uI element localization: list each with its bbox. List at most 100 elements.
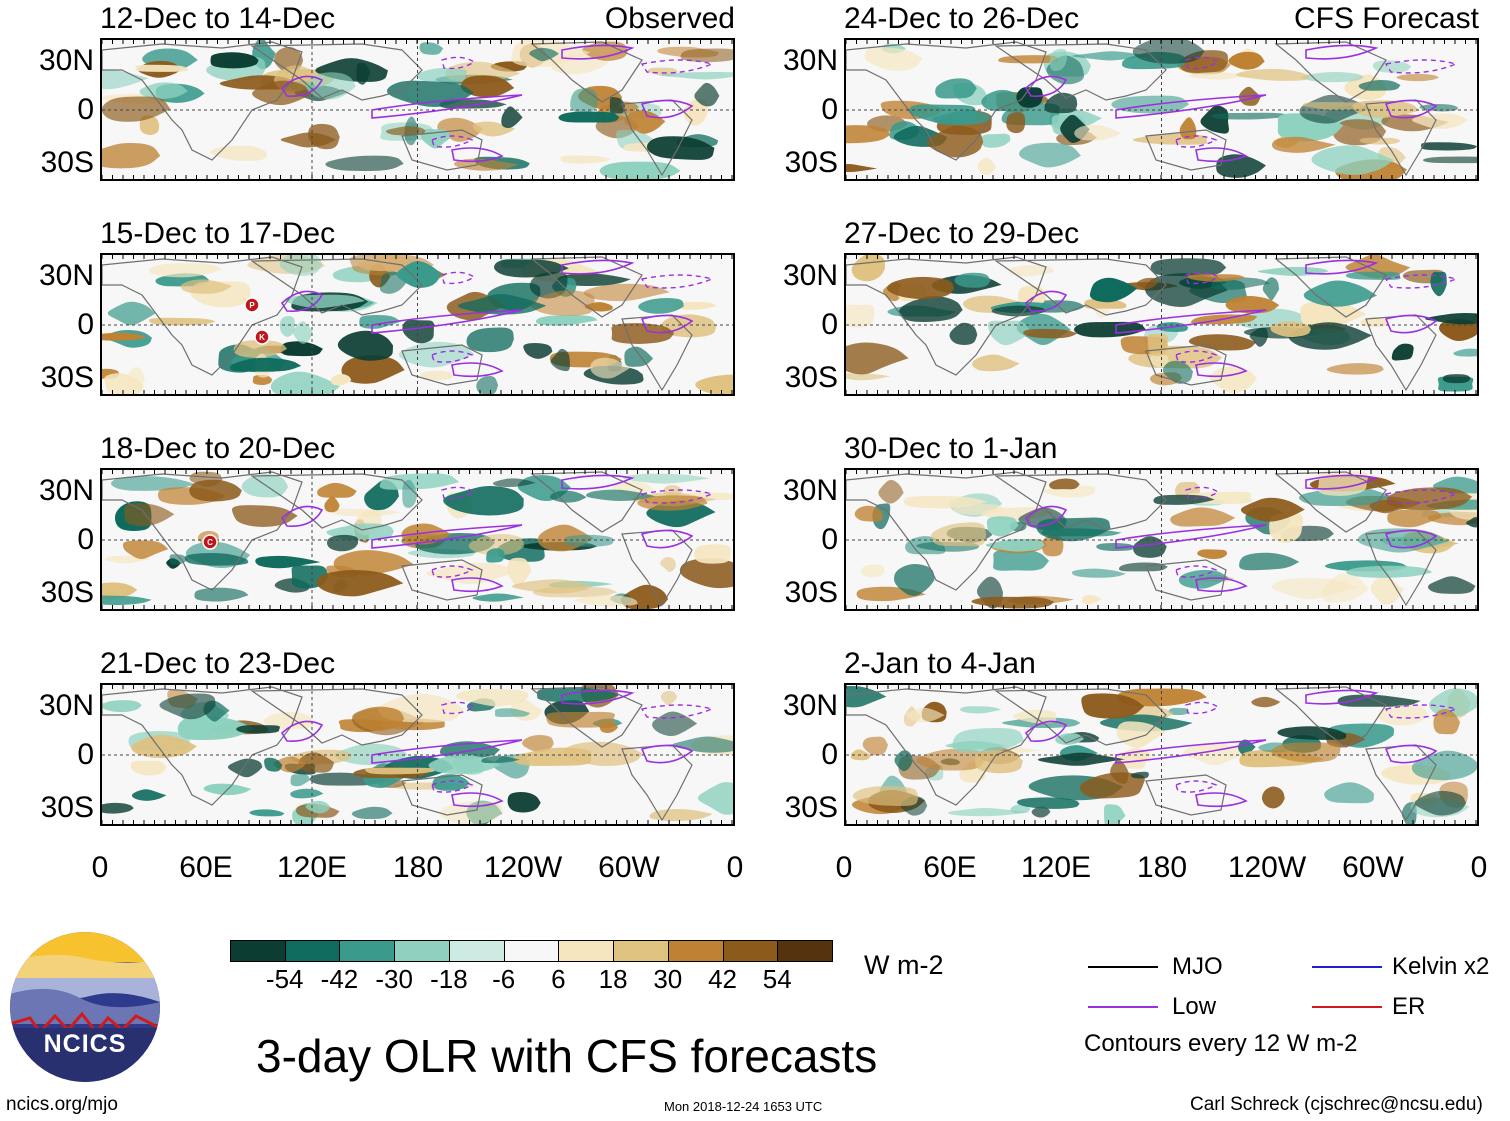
low-contour-dashed xyxy=(1175,565,1218,578)
low-contour xyxy=(371,94,523,119)
lon-label: 60W xyxy=(598,851,660,884)
low-contour xyxy=(451,362,504,378)
olr-negative-anomaly xyxy=(1303,280,1377,307)
lat-label: 0 xyxy=(821,93,838,126)
ncics-logo-art xyxy=(10,932,160,1082)
olr-positive-anomaly xyxy=(385,126,426,136)
lon-label: 120W xyxy=(1227,851,1307,884)
olr-negative-anomaly xyxy=(1016,797,1080,809)
storm-marker-label: P xyxy=(249,301,255,310)
olr-positive-anomaly xyxy=(1377,704,1429,726)
olr-positive-anomaly xyxy=(1081,693,1145,719)
lon-label: 60E xyxy=(923,851,977,884)
low-contour xyxy=(561,259,635,275)
coastline xyxy=(1145,129,1227,171)
low-contour-dashed xyxy=(441,486,476,500)
olr-positive-anomaly xyxy=(210,145,268,161)
olr-positive-anomaly xyxy=(1271,578,1358,600)
colorbar-tick-label: -42 xyxy=(320,964,359,994)
low-contour xyxy=(1195,792,1248,808)
olr-negative-anomaly xyxy=(419,42,444,55)
coastline xyxy=(102,256,303,376)
legend-er-line xyxy=(1312,1006,1382,1008)
olr-positive-anomaly xyxy=(611,323,675,344)
olr-negative-anomaly xyxy=(564,534,614,547)
olr-positive-anomaly xyxy=(102,582,138,600)
olr-map xyxy=(846,40,1477,179)
panel-title: 27-Dec to 29-Dec xyxy=(844,217,1080,250)
olr-negative-anomaly xyxy=(1150,258,1227,277)
olr-negative-anomaly xyxy=(1428,576,1476,594)
olr-negative-anomaly xyxy=(1031,806,1051,818)
olr-positive-anomaly xyxy=(324,496,340,513)
main-title: 3-day OLR with CFS forecasts xyxy=(256,1030,878,1082)
lon-label: 60W xyxy=(1342,851,1404,884)
olr-negative-anomaly xyxy=(270,371,340,394)
lat-label: 30N xyxy=(38,259,94,292)
coastline xyxy=(621,314,693,392)
olr-negative-anomaly xyxy=(1465,517,1477,528)
olr-negative-anomaly xyxy=(981,133,1011,148)
olr-negative-anomaly xyxy=(1346,565,1433,578)
olr-negative-anomaly xyxy=(507,792,541,813)
low-contour xyxy=(1024,75,1068,97)
colorbar-tick-label: 6 xyxy=(551,964,566,994)
olr-positive-anomaly xyxy=(852,786,919,807)
olr-positive-anomaly xyxy=(102,96,171,122)
olr-positive-anomaly xyxy=(1370,575,1404,605)
olr-negative-anomaly xyxy=(351,806,393,820)
low-contour xyxy=(1384,99,1438,119)
olr-map: C xyxy=(102,470,733,609)
low-contour xyxy=(561,689,635,705)
lat-label: 30S xyxy=(784,361,838,394)
low-contour xyxy=(451,147,504,163)
low-contour xyxy=(280,720,324,742)
olr-positive-anomaly xyxy=(1387,509,1442,528)
colorbar-swatch xyxy=(667,940,724,962)
ncics-logo-text: NCICS xyxy=(43,1030,127,1058)
olr-negative-anomaly xyxy=(402,479,418,508)
ncics-logo[interactable]: NCICS xyxy=(10,932,160,1082)
olr-positive-anomaly xyxy=(864,46,923,71)
olr-positive-anomaly xyxy=(1147,333,1168,357)
olr-negative-anomaly xyxy=(293,321,313,344)
panel-title: 18-Dec to 20-Dec xyxy=(100,432,336,465)
olr-negative-anomaly xyxy=(993,548,1049,571)
olr-positive-anomaly xyxy=(1369,499,1404,514)
olr-negative-anomaly xyxy=(550,490,587,503)
olr-positive-anomaly xyxy=(102,142,161,169)
olr-negative-anomaly xyxy=(493,478,536,488)
low-contour xyxy=(1115,94,1267,119)
olr-negative-anomaly xyxy=(279,315,295,337)
colorbar-swatch xyxy=(339,940,396,962)
lat-label: 30S xyxy=(784,791,838,824)
colorbar-tick-label: -54 xyxy=(265,964,304,994)
map-panel-forecast-2 xyxy=(844,468,1479,611)
low-contour xyxy=(1024,290,1068,312)
map-panel-observed-2: C xyxy=(100,468,735,611)
olr-negative-anomaly xyxy=(443,485,524,516)
olr-positive-anomaly xyxy=(560,155,612,164)
olr-positive-anomaly xyxy=(180,279,233,294)
low-contour-dashed xyxy=(431,350,474,363)
low-contour xyxy=(1024,720,1068,742)
olr-positive-anomaly xyxy=(273,756,307,773)
footer-site[interactable]: ncics.org/mjo xyxy=(6,1094,118,1115)
olr-negative-anomaly xyxy=(326,534,359,552)
olr-positive-anomaly xyxy=(1251,696,1281,708)
coastline xyxy=(250,43,423,101)
legend-er-label: ER xyxy=(1392,993,1426,1020)
lat-label: 30N xyxy=(782,44,838,77)
olr-positive-anomaly xyxy=(854,505,883,522)
coastline xyxy=(846,471,1047,591)
coastline xyxy=(102,471,303,591)
olr-positive-anomaly xyxy=(1271,742,1341,763)
olr-negative-anomaly xyxy=(659,71,733,80)
olr-negative-anomaly xyxy=(102,595,152,606)
olr-map xyxy=(846,255,1477,394)
low-contour xyxy=(1024,505,1068,527)
low-contour-dashed xyxy=(431,780,474,793)
olr-positive-anomaly xyxy=(679,558,733,589)
olr-negative-anomaly xyxy=(110,476,196,491)
olr-negative-anomaly xyxy=(1016,87,1043,108)
